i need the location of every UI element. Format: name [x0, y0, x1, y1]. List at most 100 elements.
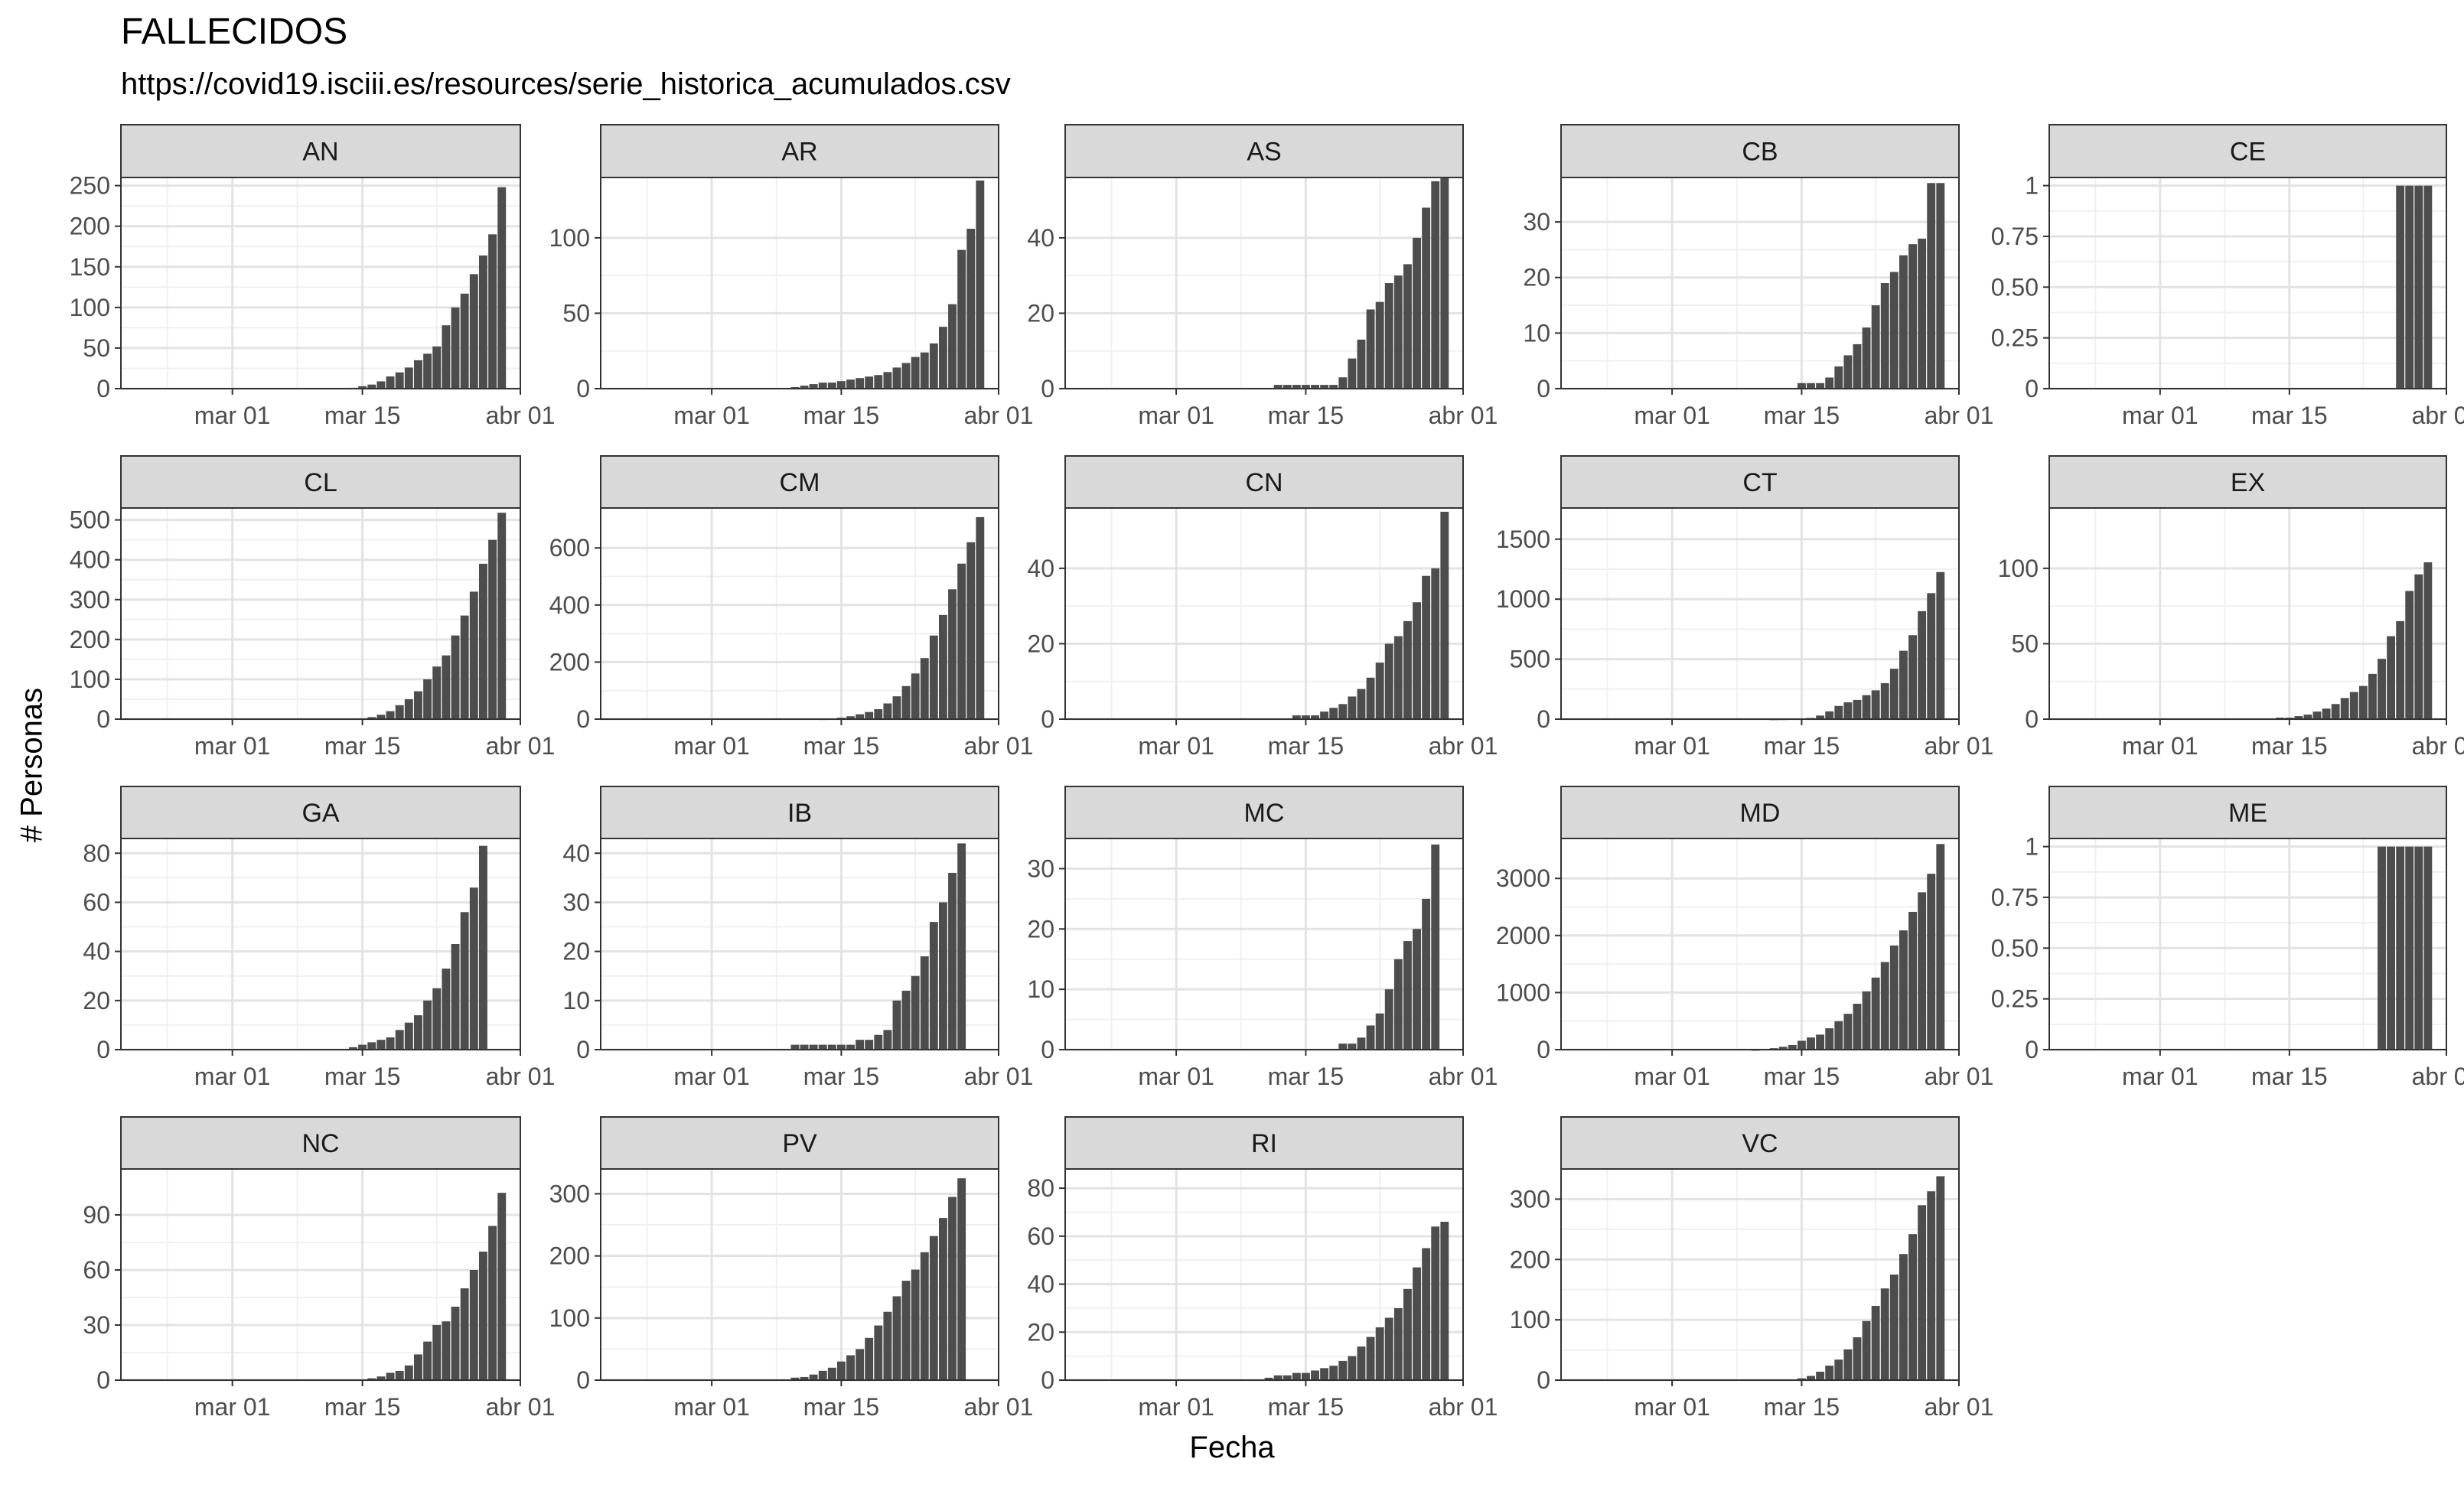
bar: [809, 1044, 818, 1050]
bar: [1422, 898, 1431, 1050]
bar: [1797, 383, 1806, 389]
panel-strip-label: CN: [1245, 468, 1283, 497]
x-tick-label: mar 01: [1634, 732, 1710, 760]
panel-ce: CE 0 0.25 0.50 0.75 1 mar 01 mar 15 abr 01: [1991, 124, 2464, 429]
bar: [1908, 911, 1917, 1050]
bar: [1366, 1025, 1375, 1050]
bar: [901, 990, 911, 1050]
bar: [1292, 1372, 1301, 1380]
bar: [1908, 635, 1917, 719]
y-tick-label: 0: [1537, 1036, 1550, 1063]
bar: [367, 1042, 376, 1050]
panel-strip: [120, 786, 521, 839]
bar: [929, 635, 938, 719]
x-tick-label: abr 01: [486, 402, 556, 429]
bar: [432, 346, 442, 389]
x-tick-label: mar 15: [1764, 402, 1840, 429]
panel-border: [1064, 507, 1464, 720]
bar: [442, 325, 451, 389]
bar: [1431, 1226, 1440, 1380]
bar: [1283, 1375, 1292, 1380]
bar: [451, 307, 460, 389]
bar: [856, 378, 865, 389]
bar: [2414, 574, 2423, 719]
y-tick-label: 30: [562, 888, 590, 916]
bar: [469, 274, 478, 389]
bar: [2331, 704, 2340, 719]
bar: [2423, 846, 2433, 1050]
panel-strip: [120, 455, 521, 509]
x-tick-label: mar 15: [2251, 1063, 2328, 1090]
bar: [442, 655, 451, 719]
y-tick-label: 0.75: [1991, 884, 2039, 911]
x-tick-label: mar 01: [1634, 402, 1710, 429]
y-tick-label: 30: [1027, 855, 1054, 882]
y-tick-label: 0: [576, 705, 590, 733]
bar: [1422, 575, 1431, 719]
bar: [1375, 301, 1384, 389]
bar: [846, 1044, 855, 1050]
panel-ar: AR 0 50 100 mar 01 mar 15 abr 01: [549, 124, 1033, 429]
y-tick-label: 200: [1510, 1245, 1550, 1273]
bar: [920, 352, 929, 389]
bar: [2378, 659, 2386, 719]
panel-nc: NC 0 30 60 90 mar 01 mar 15 abr 01: [83, 1116, 555, 1421]
x-tick-label: mar 01: [1138, 732, 1214, 760]
y-tick-label: 0: [1041, 375, 1054, 402]
bar: [460, 912, 469, 1050]
y-tick-label: 100: [70, 666, 110, 693]
bar: [911, 357, 920, 389]
x-tick-label: abr 01: [1925, 1063, 1994, 1090]
bar: [1320, 1368, 1329, 1380]
bar: [948, 1197, 957, 1380]
x-tick-label: mar 01: [194, 1393, 271, 1421]
bar: [976, 516, 985, 719]
x-tick-label: abr 01: [2412, 402, 2464, 429]
bar: [1853, 1004, 1862, 1050]
x-tick-label: abr 01: [1925, 1393, 1994, 1421]
x-tick-label: abr 01: [2412, 1063, 2464, 1090]
bar: [892, 1000, 901, 1050]
bar: [395, 372, 404, 389]
bar: [856, 714, 865, 719]
bar: [939, 902, 947, 1050]
bar: [1403, 620, 1412, 719]
bar: [1384, 643, 1393, 719]
y-tick-label: 80: [1027, 1174, 1054, 1202]
x-tick-label: mar 15: [803, 1393, 880, 1421]
bar: [1431, 844, 1440, 1050]
bar: [948, 589, 957, 719]
bar: [892, 1296, 901, 1380]
x-tick-label: mar 15: [1764, 1063, 1840, 1090]
y-tick-label: 0: [1041, 705, 1054, 733]
bar: [478, 1252, 487, 1380]
bar: [901, 685, 911, 719]
bar: [2340, 698, 2349, 719]
y-tick-label: 30: [83, 1311, 110, 1339]
x-tick-label: mar 15: [1268, 732, 1344, 760]
bar: [874, 708, 883, 719]
bar: [1329, 385, 1338, 389]
panel-strip: [1560, 1116, 1960, 1170]
bar: [386, 1372, 395, 1380]
y-tick-label: 60: [83, 888, 110, 916]
bar: [809, 384, 818, 389]
bar: [1843, 702, 1853, 719]
bar: [827, 383, 836, 389]
bar: [901, 363, 911, 389]
y-tick-label: 0: [576, 375, 590, 402]
bar: [827, 1044, 836, 1050]
x-tick-label: mar 15: [324, 1393, 401, 1421]
bar: [1320, 385, 1329, 389]
bar: [1384, 989, 1393, 1050]
panel-border: [1560, 1168, 1960, 1381]
bar: [1807, 1376, 1815, 1380]
panel-strip: [2048, 455, 2447, 509]
bar: [469, 1270, 478, 1380]
y-tick-label: 100: [549, 224, 590, 252]
bar: [460, 615, 469, 719]
y-tick-label: 40: [1027, 1271, 1054, 1298]
bar: [367, 1378, 376, 1380]
bar: [1927, 874, 1936, 1050]
x-tick-label: abr 01: [1429, 732, 1498, 760]
